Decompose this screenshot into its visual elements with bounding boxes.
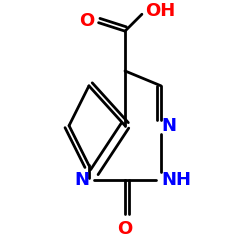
Text: N: N (74, 171, 89, 189)
Text: NH: NH (161, 171, 191, 189)
Text: O: O (118, 220, 132, 238)
Text: OH: OH (145, 2, 175, 20)
Text: N: N (161, 117, 176, 135)
Text: O: O (79, 12, 94, 30)
